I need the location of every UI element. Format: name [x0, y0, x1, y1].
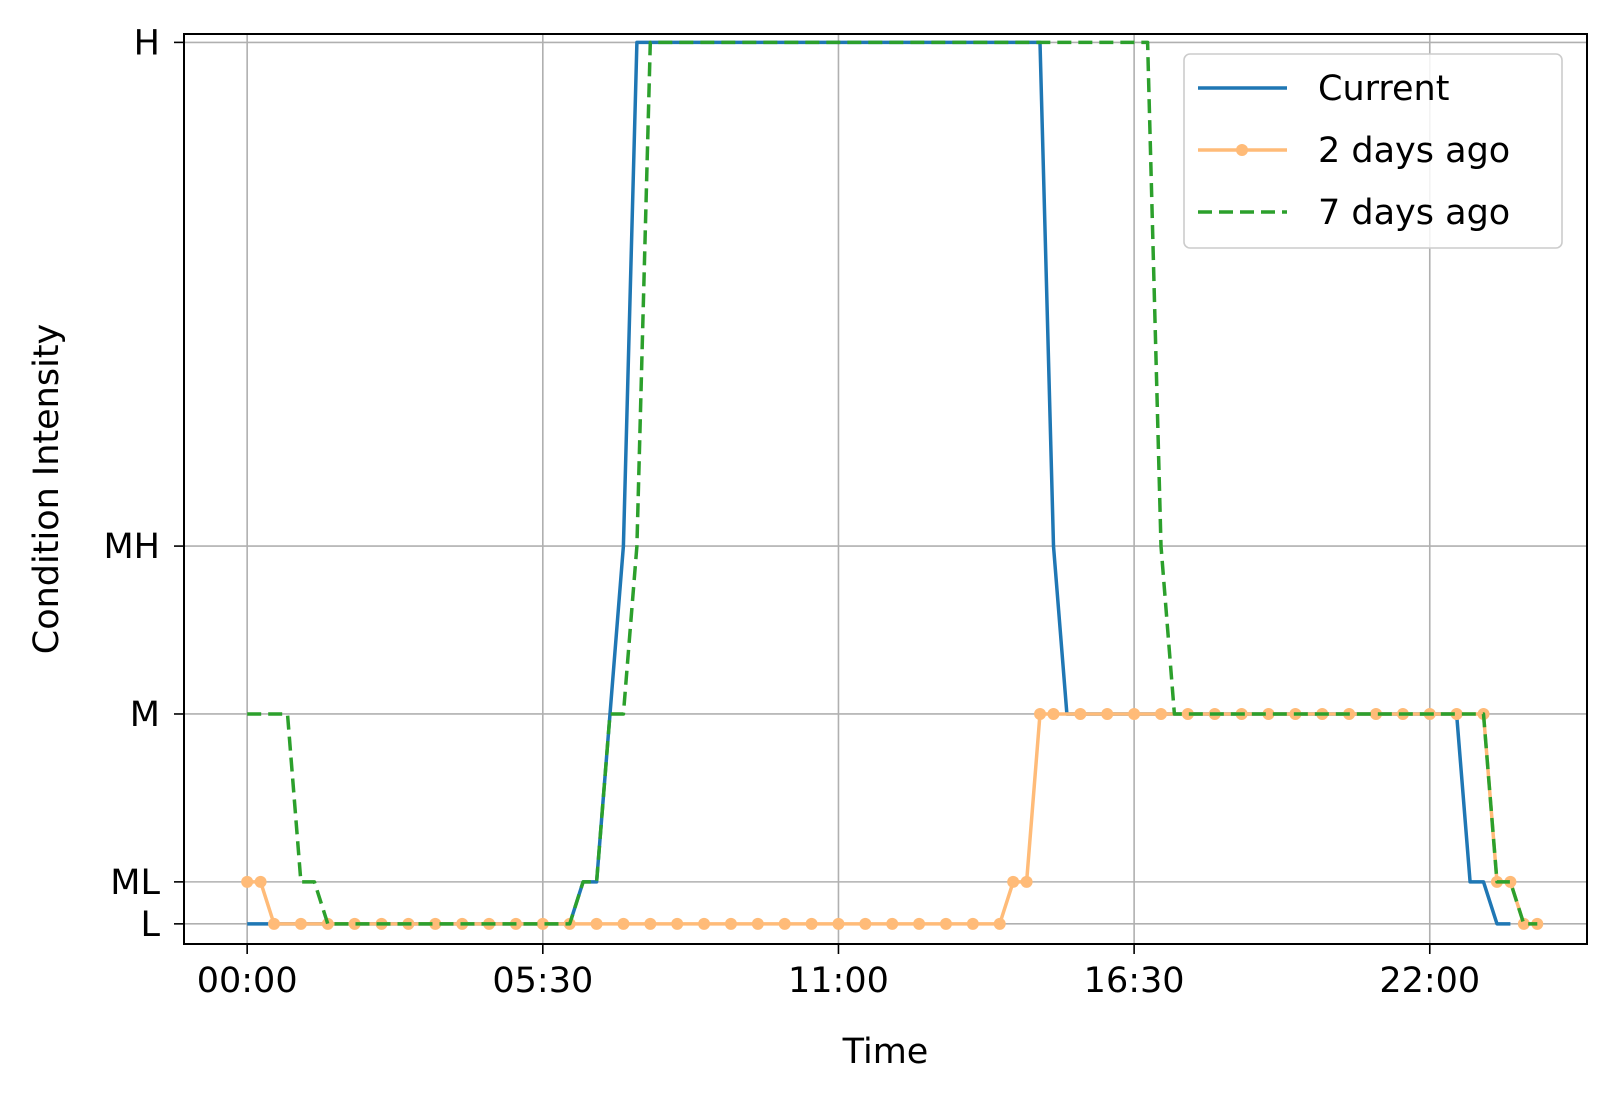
x-tick-label: 11:00: [788, 961, 889, 1001]
plot-frame: [183, 33, 1588, 945]
data-point: [617, 917, 630, 930]
x-tick-label: 16:30: [1084, 961, 1185, 1001]
legend-label-current: Current: [1318, 69, 1449, 109]
data-point: [913, 917, 926, 930]
data-point: [698, 917, 711, 930]
data-point: [939, 917, 952, 930]
x-tick-label: 05:30: [492, 961, 593, 1001]
ticks: 00:00 05:30 11:00 16:30 22:00 LML M MH H: [103, 23, 1480, 1001]
data-point: [778, 917, 791, 930]
y-tick-label: L: [141, 905, 161, 945]
data-point: [644, 917, 657, 930]
data-point: [751, 917, 764, 930]
x-tick-label: 22:00: [1379, 961, 1480, 1001]
series-layer: [241, 40, 1544, 930]
data-point: [1262, 707, 1275, 720]
data-point: [1504, 875, 1517, 888]
x-tick-label: 00:00: [197, 961, 298, 1001]
data-point: [321, 917, 334, 930]
x-axis-label: Time: [842, 1032, 929, 1072]
data-point: [1047, 707, 1060, 720]
series-2-days-ago: [241, 707, 1544, 930]
data-point: [1517, 917, 1530, 930]
data-point: [1020, 875, 1033, 888]
data-point: [805, 917, 818, 930]
data-point: [1101, 707, 1114, 720]
series-line-7-days-ago: [247, 40, 1538, 926]
data-point: [1034, 707, 1047, 720]
legend-label-7-days-ago: 7 days ago: [1318, 193, 1510, 233]
legend-label-2-days-ago: 2 days ago: [1318, 131, 1510, 171]
y-tick-label: M: [130, 695, 160, 735]
data-point: [590, 917, 603, 930]
legend: Current 2 days ago 7 days ago: [1183, 53, 1563, 249]
data-point: [859, 917, 872, 930]
data-point: [1128, 707, 1141, 720]
data-point: [1007, 875, 1020, 888]
data-point: [241, 875, 254, 888]
series-7-days-ago: [247, 40, 1538, 926]
y-tick-label: MH: [103, 527, 160, 567]
data-point: [724, 917, 737, 930]
data-point: [832, 917, 845, 930]
data-point: [886, 917, 899, 930]
data-point: [268, 917, 281, 930]
data-point: [429, 917, 442, 930]
data-point: [1370, 707, 1383, 720]
data-point: [348, 917, 361, 930]
y-tick-label: H: [134, 23, 160, 63]
data-point: [1154, 707, 1167, 720]
y-axis-label: Condition Intensity: [27, 324, 67, 654]
legend-box: [1183, 53, 1563, 249]
y-tick-label: ML: [110, 863, 160, 903]
data-point: [536, 917, 549, 930]
data-point: [1074, 707, 1087, 720]
data-point: [993, 917, 1006, 930]
data-point: [254, 875, 267, 888]
data-point: [294, 917, 307, 930]
data-point: [671, 917, 684, 930]
legend-marker: [1236, 144, 1248, 156]
data-point: [966, 917, 979, 930]
data-point: [1450, 707, 1463, 720]
data-point: [1181, 707, 1194, 720]
